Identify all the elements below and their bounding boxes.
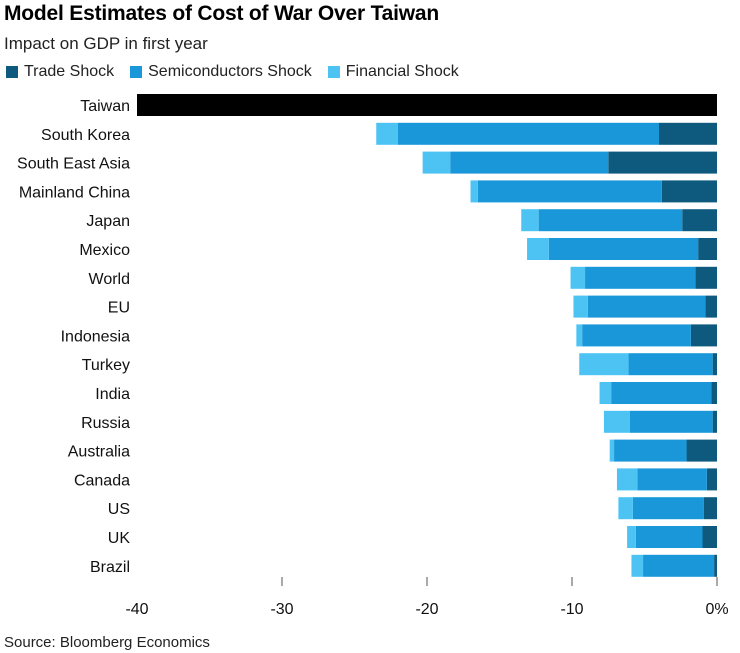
bar-india-semiconductors: [611, 382, 712, 404]
category-label-mainland-china: Mainland China: [19, 184, 130, 201]
chart-title: Model Estimates of Cost of War Over Taiw…: [4, 2, 440, 25]
bar-eu-semiconductors: [587, 295, 706, 318]
bar-uk-financial: [627, 526, 636, 548]
bar-mainland-china-trade: [661, 180, 717, 203]
category-label-turkey: Turkey: [82, 357, 130, 374]
bar-india-financial: [599, 382, 612, 404]
category-label-south-east-asia: South East Asia: [17, 156, 130, 173]
bar-australia-semiconductors: [614, 439, 687, 462]
category-label-south-korea: South Korea: [41, 127, 130, 144]
bar-brazil-semiconductors: [643, 554, 715, 577]
bar-us-financial: [618, 497, 633, 520]
x-tick-label-0: -40: [125, 601, 148, 618]
category-label-india: India: [95, 386, 130, 403]
x-tick-label-3: -10: [560, 601, 583, 618]
bar-us-semiconductors: [632, 497, 704, 520]
category-label-eu: EU: [108, 300, 130, 317]
bar-taiwan-trade: [137, 94, 717, 116]
bar-mexico-financial: [527, 238, 549, 260]
bar-uk-semiconductors: [635, 526, 703, 548]
category-label-brazil: Brazil: [90, 559, 130, 576]
bar-indonesia-trade: [690, 324, 717, 347]
legend-swatch-trade: [6, 66, 18, 78]
bar-world-semiconductors: [585, 266, 696, 289]
bar-russia-trade: [712, 410, 717, 433]
bar-australia-financial: [609, 439, 615, 462]
category-label-uk: UK: [108, 530, 131, 547]
bar-canada-financial: [616, 468, 638, 491]
bar-canada-trade: [706, 468, 717, 491]
x-tick-label-4: 0%: [705, 601, 728, 618]
legend-swatch-financial: [327, 66, 340, 78]
chart-source: Source: Bloomberg Economics: [4, 634, 210, 651]
x-tick-label-1: -30: [270, 601, 293, 618]
bar-eu-financial: [573, 295, 588, 318]
bar-russia-semiconductors: [630, 410, 713, 433]
bar-japan-financial: [521, 209, 539, 232]
category-label-taiwan: Taiwan: [80, 98, 130, 115]
bar-world-financial: [570, 266, 586, 289]
bar-turkey-trade: [712, 353, 717, 376]
bar-india-trade: [711, 382, 717, 404]
bar-turkey-semiconductors: [628, 353, 713, 376]
category-label-russia: Russia: [81, 415, 130, 432]
bar-canada-semiconductors: [637, 468, 707, 491]
category-label-canada: Canada: [74, 472, 130, 489]
legend-label-trade: Trade Shock: [24, 63, 115, 80]
category-label-indonesia: Indonesia: [61, 328, 130, 345]
bar-mainland-china-financial: [470, 180, 478, 203]
bar-turkey-financial: [579, 353, 629, 376]
bar-indonesia-financial: [576, 324, 583, 347]
bar-mexico-semiconductors: [548, 238, 699, 260]
bar-russia-financial: [603, 410, 630, 433]
bar-south-korea-semiconductors: [398, 122, 659, 145]
bar-japan-semiconductors: [538, 209, 683, 232]
category-label-australia: Australia: [68, 444, 130, 461]
legend-label-semiconductors: Semiconductors Shock: [148, 63, 312, 80]
bar-mainland-china-semiconductors: [477, 180, 662, 203]
legend-item-semiconductors: Semiconductors Shock: [130, 63, 312, 81]
bar-australia-trade: [686, 439, 717, 462]
bar-indonesia-semiconductors: [582, 324, 691, 347]
bar-us-trade: [703, 497, 717, 520]
bar-eu-trade: [705, 295, 717, 318]
legend-swatch-semiconductors: [130, 66, 143, 78]
bar-mexico-trade: [698, 238, 717, 260]
bar-brazil-financial: [631, 554, 644, 577]
bar-south-east-asia-semiconductors: [450, 151, 609, 174]
legend-label-financial: Financial Shock: [345, 63, 459, 80]
category-label-mexico: Mexico: [79, 242, 130, 259]
legend-item-trade: Trade Shock: [6, 63, 114, 81]
chart-subtitle: Impact on GDP in first year: [4, 34, 208, 53]
category-label-japan: Japan: [86, 213, 130, 230]
category-label-world: World: [89, 271, 131, 288]
bar-south-east-asia-trade: [608, 151, 717, 174]
chart-legend: Trade Shock Semiconductors Shock Financi…: [6, 63, 475, 81]
legend-item-financial: Financial Shock: [327, 63, 459, 81]
bar-south-korea-trade: [659, 122, 717, 145]
x-tick-label-2: -20: [415, 601, 438, 618]
bar-chart: Taiwan South Korea South East Asia Mainland…: [17, 94, 729, 618]
bar-south-east-asia-financial: [422, 151, 451, 174]
bar-world-trade: [695, 266, 717, 289]
bar-south-korea-financial: [376, 122, 398, 145]
bar-uk-trade: [702, 526, 717, 548]
bar-japan-trade: [682, 209, 717, 232]
category-label-us: US: [108, 501, 130, 518]
bar-brazil-trade: [714, 554, 717, 577]
